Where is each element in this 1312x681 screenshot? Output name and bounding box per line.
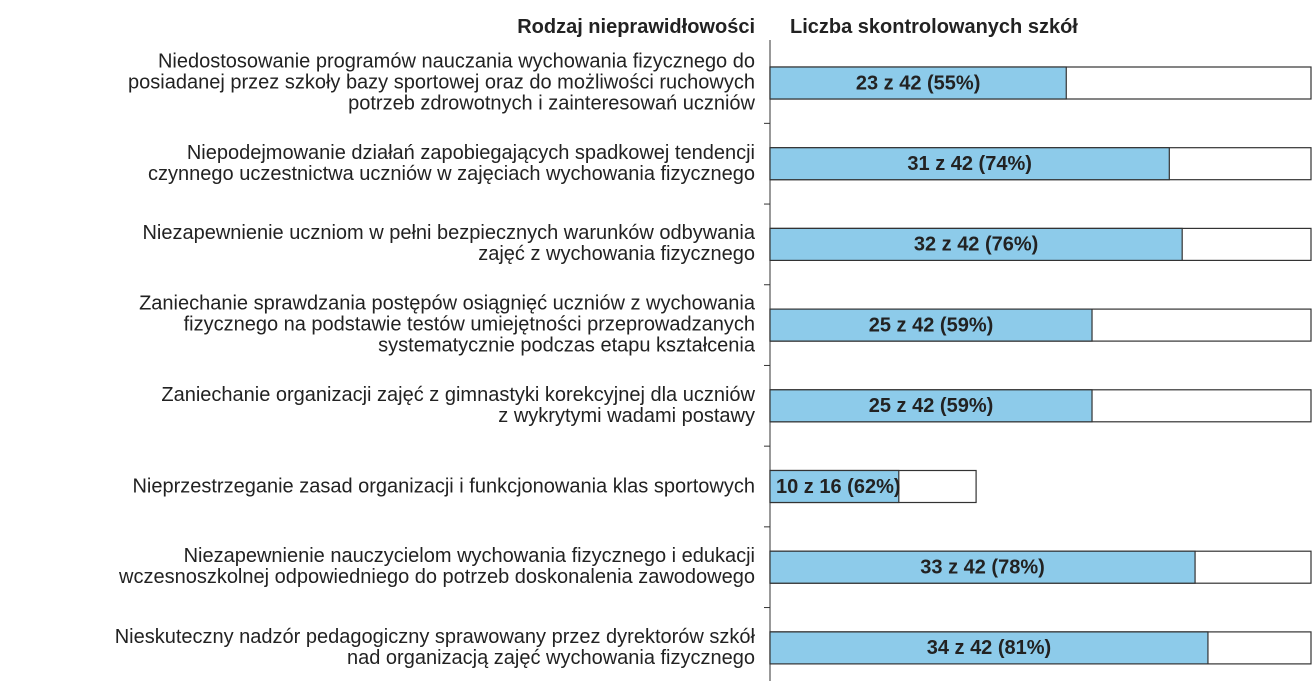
value-label: 25 z 42 (59%) <box>869 395 994 417</box>
value-label: 25 z 42 (59%) <box>869 314 994 336</box>
value-label: 23 z 42 (55%) <box>856 72 981 94</box>
category-label: Zaniechanie organizacji zajęć z gimnasty… <box>161 383 755 427</box>
category-label: Niezapewnienie nauczycielom wychowania f… <box>119 545 755 589</box>
bar <box>769 631 1209 665</box>
category-label: Nieskuteczny nadzór pedagogiczny sprawow… <box>114 625 755 669</box>
category-label: Niedostosowanie programów nauczania wych… <box>128 50 755 115</box>
bar <box>769 147 1170 181</box>
value-label: 34 z 42 (81%) <box>927 637 1052 659</box>
value-label: 33 z 42 (78%) <box>920 556 1045 578</box>
bar <box>769 389 1093 423</box>
value-label: 10 z 16 (62%) <box>776 476 901 498</box>
category-label: Niezapewnienie uczniom w pełni bezpieczn… <box>142 222 755 266</box>
value-label: 31 z 42 (74%) <box>907 153 1032 175</box>
header-left: Rodzaj nieprawidłowości <box>517 16 755 38</box>
category-label: Zaniechanie sprawdzania postępów osiągni… <box>139 292 755 357</box>
bar <box>769 227 1183 261</box>
header-right: Liczba skontrolowanych szkół <box>790 16 1078 38</box>
bar <box>769 550 1196 584</box>
bar <box>769 308 1093 342</box>
bar <box>769 66 1067 100</box>
category-label: Niepodejmowanie działań zapobiegających … <box>148 141 755 185</box>
bar <box>769 469 900 504</box>
category-label: Nieprzestrzeganie zasad organizacji i fu… <box>132 475 755 497</box>
value-label: 32 z 42 (76%) <box>914 234 1039 256</box>
